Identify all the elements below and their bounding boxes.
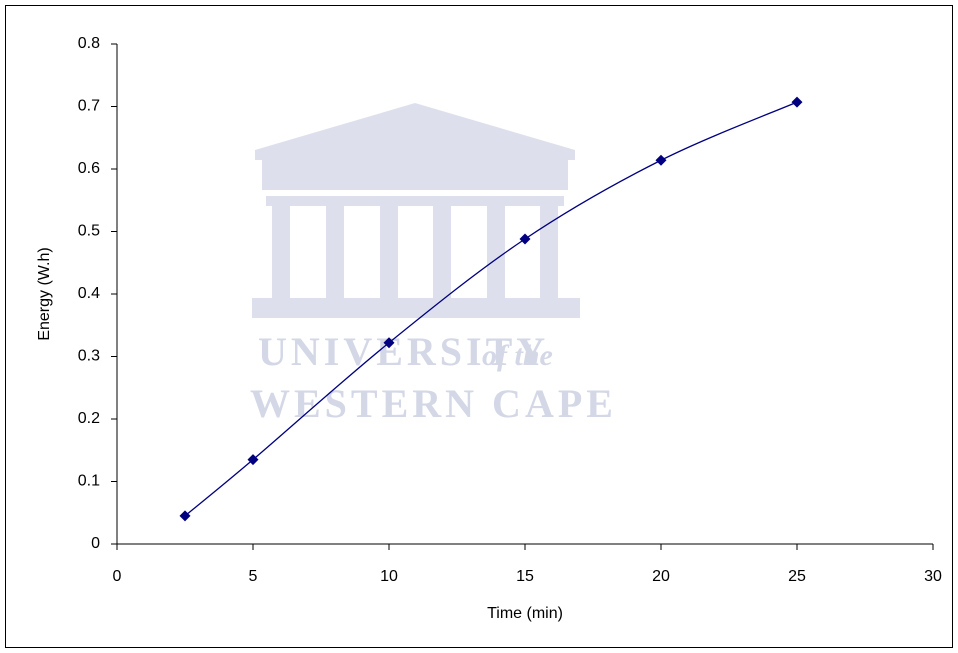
watermark-cornice bbox=[266, 196, 564, 206]
y-tick-label: 0.3 bbox=[78, 348, 100, 365]
x-tick-label: 25 bbox=[788, 568, 806, 585]
x-tick-label: 0 bbox=[113, 568, 122, 585]
x-axis-label: Time (min) bbox=[487, 605, 563, 622]
y-tick-label: 0.4 bbox=[78, 285, 100, 302]
y-tick-label: 0 bbox=[91, 535, 100, 552]
watermark-column bbox=[326, 206, 344, 298]
y-tick-label: 0.1 bbox=[78, 473, 100, 490]
data-point bbox=[519, 233, 531, 245]
watermark-column bbox=[487, 206, 505, 298]
data-point bbox=[179, 510, 191, 522]
y-axis-label: Energy (W.h) bbox=[36, 247, 53, 340]
watermark-pediment bbox=[255, 103, 575, 160]
x-tick-label: 30 bbox=[924, 568, 942, 585]
watermark-base bbox=[252, 298, 580, 318]
watermark-text: WESTERN CAPE bbox=[250, 381, 617, 426]
chart-border bbox=[5, 5, 953, 648]
y-tick-label: 0.6 bbox=[78, 160, 100, 177]
x-tick-label: 5 bbox=[249, 568, 258, 585]
watermark-frieze bbox=[262, 160, 568, 190]
watermark-column bbox=[380, 206, 398, 298]
x-tick-label: 15 bbox=[516, 568, 534, 585]
watermark-column bbox=[540, 206, 558, 298]
data-point bbox=[791, 96, 803, 108]
watermark-column bbox=[433, 206, 451, 298]
x-tick-label: 20 bbox=[652, 568, 670, 585]
data-point bbox=[383, 337, 395, 349]
y-tick-label: 0.7 bbox=[78, 98, 100, 115]
x-tick-label: 10 bbox=[380, 568, 398, 585]
y-tick-label: 0.2 bbox=[78, 410, 100, 427]
watermark-text: UNIVERSITY bbox=[258, 329, 549, 374]
data-point bbox=[247, 454, 259, 466]
y-tick-label: 0.5 bbox=[78, 223, 100, 240]
watermark bbox=[252, 103, 580, 318]
y-tick-label: 0.8 bbox=[78, 35, 100, 52]
watermark-column bbox=[272, 206, 290, 298]
watermark-text: of the bbox=[482, 339, 553, 372]
data-point bbox=[655, 154, 667, 166]
